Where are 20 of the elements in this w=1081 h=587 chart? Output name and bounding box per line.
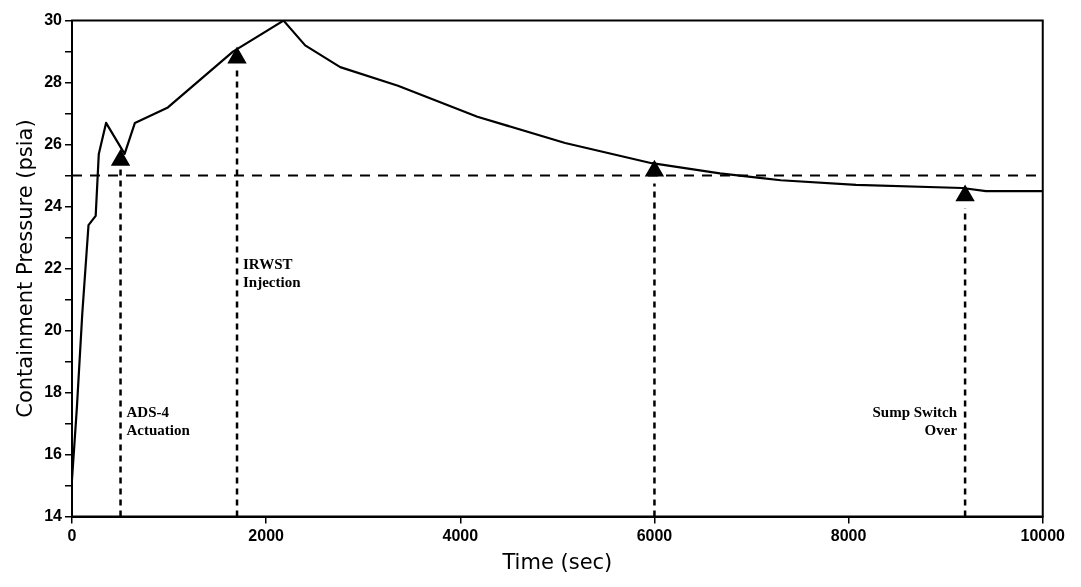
y-tick-label: 14 [44,507,63,525]
y-tick-label: 30 [44,11,63,29]
ref-line-label: IRWST Injection [243,255,302,290]
y-tick-label: 26 [44,135,63,153]
x-tick-label: 10000 [1020,526,1066,544]
y-tick-label: 28 [44,73,63,91]
y-tick-label: 20 [44,321,63,339]
x-tick-label: 8000 [830,526,867,544]
y-tick-label: 18 [44,383,63,401]
x-tick-label: 0 [67,526,77,544]
x-axis-title: Time (sec) [501,549,613,574]
y-tick-label: 24 [44,197,63,215]
x-tick-label: 2000 [248,526,285,544]
ref-line-label: ADS-4 Actuation [126,404,191,439]
y-axis-title: Containment Pressure (psia) [13,119,38,418]
x-tick-label: 6000 [636,526,673,544]
y-tick-label: 16 [44,445,63,463]
ref-line-label: Sump Switch Over [872,404,958,439]
x-tick-label: 4000 [442,526,479,544]
y-tick-label: 22 [44,259,63,277]
